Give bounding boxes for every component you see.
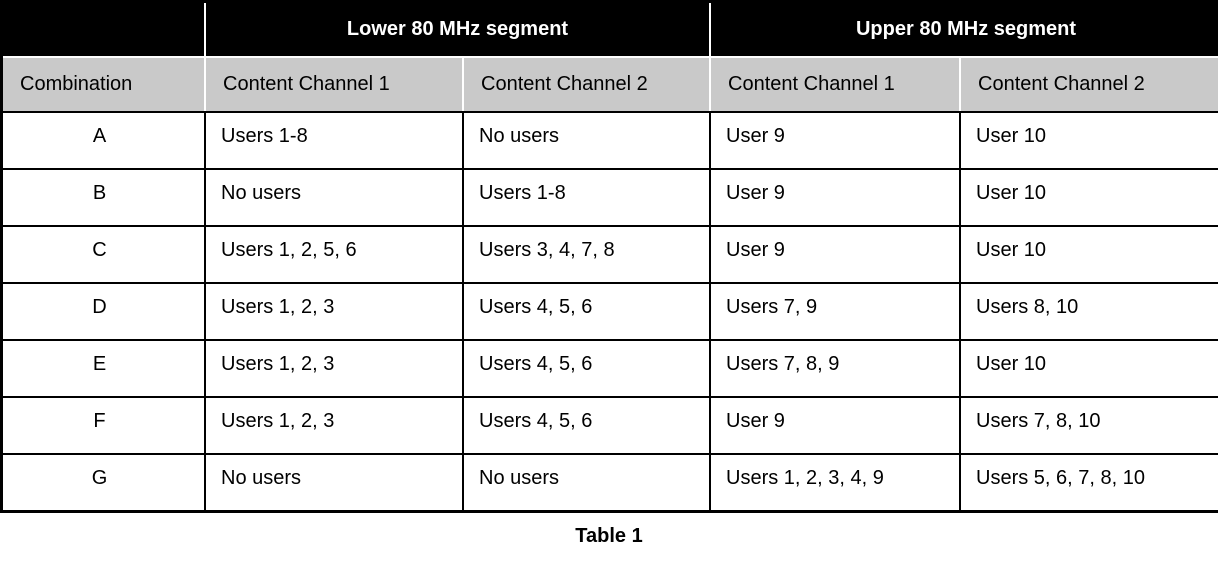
combination-cell: B — [3, 168, 206, 225]
cell: Users 1, 2, 3, 4, 9 — [711, 453, 962, 510]
cell: Users 1, 2, 5, 6 — [206, 225, 464, 282]
column-header-row: Combination Content Channel 1 Content Ch… — [3, 58, 1218, 111]
cell: Users 1, 2, 3 — [206, 339, 464, 396]
cell: No users — [206, 168, 464, 225]
table-row-f: F Users 1, 2, 3 Users 4, 5, 6 User 9 Use… — [3, 396, 1218, 453]
cell: User 9 — [711, 111, 962, 168]
column-header-combination: Combination — [3, 58, 206, 111]
cell: Users 7, 8, 10 — [961, 396, 1218, 453]
cell: Users 4, 5, 6 — [464, 282, 712, 339]
combination-cell: F — [3, 396, 206, 453]
cell: User 10 — [961, 168, 1218, 225]
table-caption: Table 1 — [575, 525, 643, 547]
cell: No users — [464, 453, 712, 510]
cell: User 9 — [711, 396, 962, 453]
cell: User 10 — [961, 225, 1218, 282]
segment-header-row: Lower 80 MHz segment Upper 80 MHz segmen… — [3, 3, 1218, 58]
cell: Users 7, 9 — [711, 282, 962, 339]
cell: Users 4, 5, 6 — [464, 396, 712, 453]
cell: No users — [206, 453, 464, 510]
cell: User 9 — [711, 225, 962, 282]
cell: User 10 — [961, 339, 1218, 396]
cell: No users — [464, 111, 712, 168]
cell: Users 8, 10 — [961, 282, 1218, 339]
combination-cell: C — [3, 225, 206, 282]
cell: Users 5, 6, 7, 8, 10 — [961, 453, 1218, 510]
table-row-b: B No users Users 1-8 User 9 User 10 — [3, 168, 1218, 225]
column-header-lower-cc2: Content Channel 2 — [464, 58, 712, 111]
cell: Users 1, 2, 3 — [206, 282, 464, 339]
cell: User 9 — [711, 168, 962, 225]
table-row-g: G No users No users Users 1, 2, 3, 4, 9 … — [3, 453, 1218, 510]
corner-cell — [3, 3, 206, 58]
lower-segment-header: Lower 80 MHz segment — [206, 3, 712, 58]
cell: Users 4, 5, 6 — [464, 339, 712, 396]
table-row-e: E Users 1, 2, 3 Users 4, 5, 6 Users 7, 8… — [3, 339, 1218, 396]
cell: Users 1, 2, 3 — [206, 396, 464, 453]
combination-cell: D — [3, 282, 206, 339]
table-row-a: A Users 1-8 No users User 9 User 10 — [3, 111, 1218, 168]
column-header-upper-cc2: Content Channel 2 — [961, 58, 1218, 111]
combination-cell: E — [3, 339, 206, 396]
table-row-c: C Users 1, 2, 5, 6 Users 3, 4, 7, 8 User… — [3, 225, 1218, 282]
cell: Users 3, 4, 7, 8 — [464, 225, 712, 282]
combination-cell: A — [3, 111, 206, 168]
table-row-d: D Users 1, 2, 3 Users 4, 5, 6 Users 7, 9… — [3, 282, 1218, 339]
column-header-lower-cc1: Content Channel 1 — [206, 58, 464, 111]
upper-segment-header: Upper 80 MHz segment — [711, 3, 1218, 58]
channel-combination-table: Lower 80 MHz segment Upper 80 MHz segmen… — [0, 0, 1218, 513]
cell: User 10 — [961, 111, 1218, 168]
cell: Users 1-8 — [206, 111, 464, 168]
combination-cell: G — [3, 453, 206, 510]
cell: Users 7, 8, 9 — [711, 339, 962, 396]
column-header-upper-cc1: Content Channel 1 — [711, 58, 962, 111]
cell: Users 1-8 — [464, 168, 712, 225]
